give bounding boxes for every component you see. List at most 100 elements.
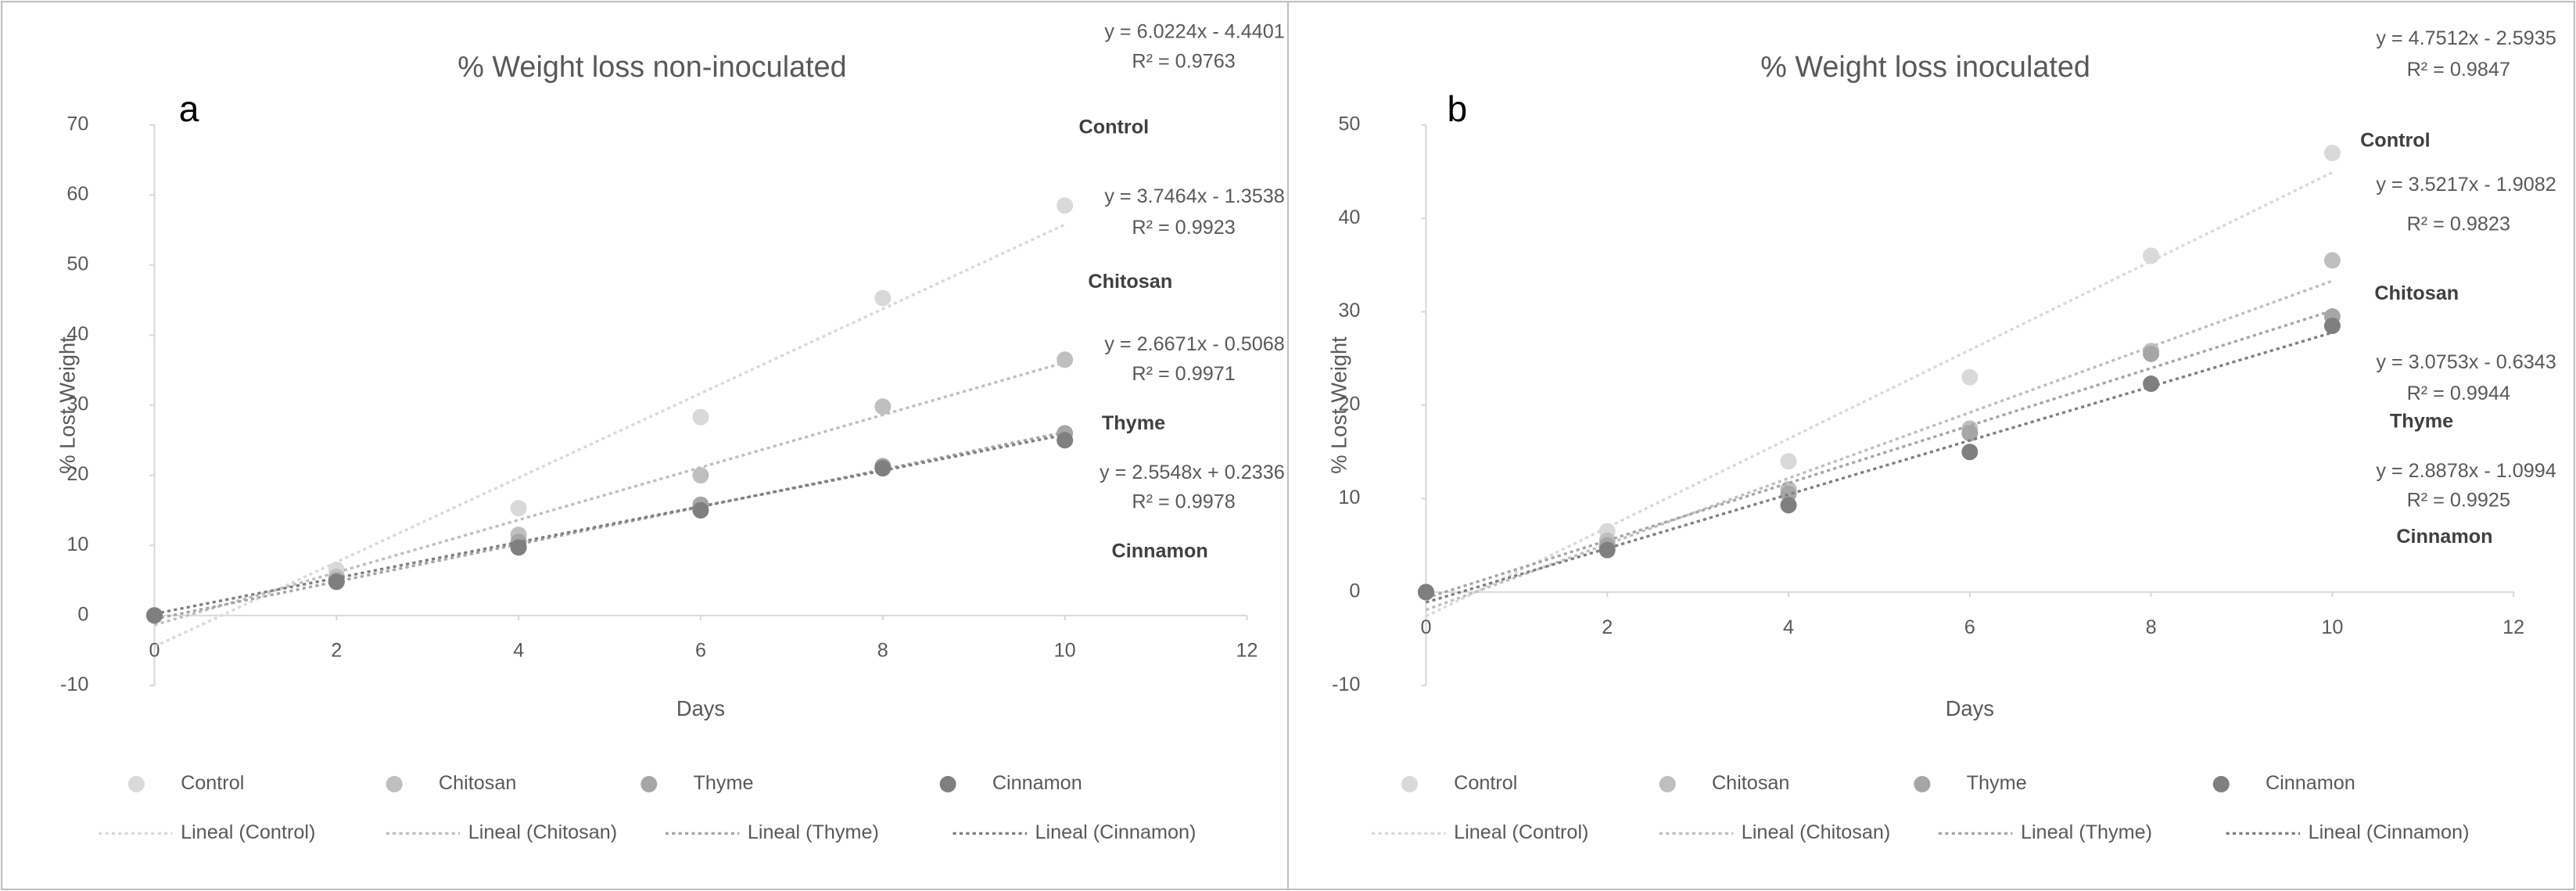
- trendline-r-squared: R² = 0.9763: [1132, 51, 1235, 73]
- legend-marker: [640, 775, 658, 792]
- data-point: [2143, 247, 2160, 264]
- chart-title: % Weight loss inoculated: [1760, 51, 2090, 84]
- data-point: [510, 539, 527, 556]
- legend-label: Cinnamon: [992, 772, 1082, 794]
- legend-marker: [939, 775, 956, 792]
- trendline-equation: y = 3.7464x - 1.3538: [1104, 185, 1284, 207]
- trendline-r-squared: R² = 0.9823: [2407, 214, 2510, 235]
- legend-label: Lineal (Thyme): [2021, 821, 2152, 843]
- x-tick-label: 0: [1420, 616, 1431, 638]
- data-point: [1057, 351, 1074, 368]
- data-point: [1057, 197, 1074, 214]
- trendline: [1425, 279, 2333, 612]
- legend-label: Control: [1454, 772, 1517, 794]
- y-tick-label: 0: [77, 603, 88, 625]
- legend-marker: [1914, 775, 1931, 792]
- y-tick-label: 40: [66, 323, 88, 345]
- legend-label: Control: [181, 772, 244, 794]
- data-point: [2323, 145, 2341, 162]
- legend-label: Chitosan: [1712, 772, 1789, 794]
- legend-label: Lineal (Control): [181, 821, 315, 843]
- y-tick-label: 20: [66, 463, 88, 485]
- data-point: [692, 467, 709, 484]
- x-tick-label: 12: [2502, 616, 2524, 638]
- series-annotation: Thyme: [2390, 411, 2453, 433]
- trendline-r-squared: R² = 0.9971: [1132, 363, 1235, 385]
- x-tick-label: 2: [331, 640, 342, 662]
- data-point: [145, 607, 163, 624]
- legend-label: Cinnamon: [2266, 772, 2355, 794]
- x-axis-title: Days: [1946, 696, 1994, 720]
- legend-marker: [1401, 775, 1418, 792]
- data-point: [1417, 584, 1434, 601]
- data-point: [692, 408, 709, 426]
- trendline-r-squared: R² = 0.9925: [2407, 490, 2510, 512]
- y-tick-label: 30: [1338, 300, 1360, 322]
- y-tick-label: 40: [1338, 207, 1360, 228]
- y-tick-label: 30: [66, 393, 88, 415]
- series-annotation: Chitosan: [1088, 271, 1172, 293]
- y-tick-label: 10: [66, 534, 88, 555]
- data-point: [510, 500, 527, 517]
- data-point: [874, 460, 892, 477]
- trendline: [154, 361, 1066, 627]
- data-point: [1598, 541, 1616, 559]
- series-annotation: Control: [1079, 117, 1150, 138]
- y-tick-label: 60: [66, 183, 88, 205]
- trendline-equation: y = 2.5548x + 0.2336: [1100, 462, 1285, 483]
- x-tick-label: 8: [2146, 616, 2157, 638]
- x-tick-label: 10: [1054, 640, 1076, 662]
- trendline-equation: y = 4.7512x - 2.5935: [2376, 27, 2556, 49]
- x-tick-label: 6: [1964, 616, 1975, 638]
- legend-label: Lineal (Thyme): [748, 821, 879, 843]
- data-point: [2323, 252, 2341, 269]
- x-tick-label: 4: [513, 640, 524, 662]
- data-point: [1961, 425, 1979, 442]
- trendline-equation: y = 2.6671x - 0.5068: [1104, 333, 1284, 355]
- data-point: [1961, 368, 1979, 386]
- y-tick-label: 20: [1338, 393, 1360, 415]
- x-tick-label: 10: [2321, 616, 2343, 638]
- trendline-equation: y = 6.0224x - 4.4401: [1104, 21, 1284, 43]
- trendline-equation: y = 3.0753x - 0.6343: [2376, 351, 2556, 373]
- y-tick-label: -10: [1332, 674, 1360, 695]
- y-tick-label: 50: [1338, 113, 1360, 135]
- y-axis-title: % Lost Weight: [55, 336, 79, 474]
- trendline: [153, 223, 1066, 648]
- trendline-r-squared: R² = 0.9923: [1132, 217, 1235, 239]
- data-point: [2143, 345, 2160, 362]
- x-tick-label: 2: [1602, 616, 1613, 638]
- legend-label: Thyme: [694, 772, 754, 794]
- data-point: [874, 398, 892, 415]
- series-annotation: Chitosan: [2374, 282, 2459, 304]
- legend-label: Chitosan: [439, 772, 516, 794]
- data-point: [1057, 432, 1074, 449]
- legend-marker: [2212, 775, 2230, 792]
- y-tick-label: 0: [1349, 580, 1360, 602]
- legend-label: Lineal (Chitosan): [1742, 821, 1890, 843]
- panel-label: a: [179, 88, 199, 129]
- data-point: [328, 573, 345, 591]
- y-tick-label: 10: [1338, 487, 1360, 508]
- legend-marker: [386, 775, 403, 792]
- data-point: [1780, 497, 1797, 514]
- data-point: [874, 289, 892, 307]
- trendline-r-squared: R² = 0.9847: [2407, 59, 2510, 81]
- data-point: [2323, 317, 2341, 335]
- series-annotation: Control: [2360, 129, 2431, 151]
- legend-label: Lineal (Chitosan): [468, 821, 617, 843]
- y-tick-label: 70: [66, 113, 88, 135]
- data-point: [692, 501, 709, 519]
- x-tick-label: 12: [1236, 640, 1258, 662]
- x-tick-label: 6: [695, 640, 706, 662]
- x-tick-label: 0: [149, 640, 160, 662]
- trendline-equation: y = 2.8878x - 1.0994: [2376, 460, 2556, 482]
- y-tick-label: -10: [60, 674, 88, 695]
- legend-label: Lineal (Cinnamon): [2309, 821, 2470, 843]
- legend-label: Lineal (Cinnamon): [1035, 821, 1196, 843]
- series-annotation: Cinnamon: [1112, 541, 1208, 562]
- x-tick-label: 8: [877, 640, 888, 662]
- data-point: [1961, 444, 1979, 461]
- x-tick-label: 4: [1783, 616, 1794, 638]
